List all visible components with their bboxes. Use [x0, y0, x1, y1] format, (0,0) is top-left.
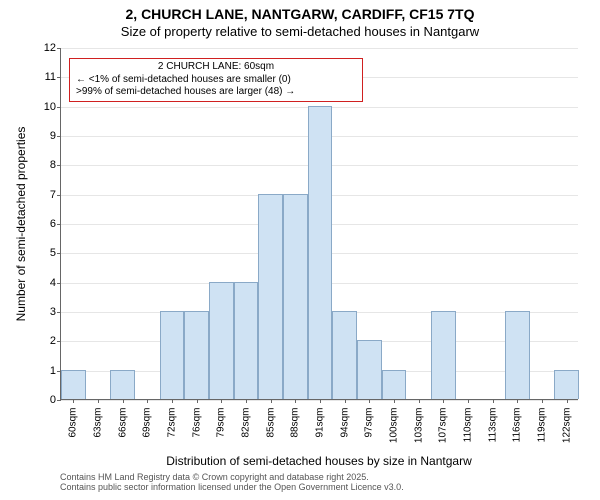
- bar: [110, 370, 135, 399]
- x-tick-label: 63sqm: [93, 408, 104, 458]
- x-tick-label: 69sqm: [142, 408, 153, 458]
- y-axis-label: Number of semi-detached properties: [14, 48, 28, 400]
- y-tick-label: 2: [50, 335, 61, 347]
- y-tick-label: 7: [50, 189, 61, 201]
- x-tick-label: 88sqm: [290, 408, 301, 458]
- x-tick: [172, 399, 173, 403]
- x-tick-label: 103sqm: [413, 408, 424, 458]
- x-tick: [493, 399, 494, 403]
- x-tick: [147, 399, 148, 403]
- bar: [258, 194, 283, 399]
- x-tick: [468, 399, 469, 403]
- y-tick-label: 9: [50, 130, 61, 142]
- bar: [61, 370, 86, 399]
- bar: [554, 370, 579, 399]
- bar: [184, 311, 209, 399]
- x-tick-label: 76sqm: [191, 408, 202, 458]
- bar: [308, 106, 333, 399]
- x-tick: [419, 399, 420, 403]
- x-tick: [295, 399, 296, 403]
- gridline: [61, 48, 578, 49]
- annotation-line-1: 2 CHURCH LANE: 60sqm: [76, 61, 356, 74]
- bar: [505, 311, 530, 399]
- x-tick-label: 113sqm: [487, 408, 498, 458]
- x-tick-label: 100sqm: [389, 408, 400, 458]
- x-tick-label: 94sqm: [339, 408, 350, 458]
- bar: [209, 282, 234, 399]
- y-tick-label: 10: [44, 101, 61, 113]
- y-tick-label: 1: [50, 365, 61, 377]
- bar: [382, 370, 407, 399]
- x-tick-label: 110sqm: [463, 408, 474, 458]
- y-tick-label: 8: [50, 159, 61, 171]
- x-tick: [443, 399, 444, 403]
- x-tick: [221, 399, 222, 403]
- y-tick-label: 12: [44, 42, 61, 54]
- x-tick-label: 66sqm: [117, 408, 128, 458]
- x-tick-label: 116sqm: [512, 408, 523, 458]
- footer-attribution: Contains HM Land Registry data © Crown c…: [60, 472, 404, 493]
- bar: [332, 311, 357, 399]
- y-tick-label: 11: [45, 71, 61, 83]
- annotation-line-2: ← <1% of semi-detached houses are smalle…: [76, 74, 356, 87]
- bar: [234, 282, 259, 399]
- bar: [160, 311, 185, 399]
- plot-area: 012345678910111260sqm63sqm66sqm69sqm72sq…: [60, 48, 578, 400]
- x-tick: [73, 399, 74, 403]
- x-tick-label: 79sqm: [216, 408, 227, 458]
- x-tick-label: 82sqm: [241, 408, 252, 458]
- x-tick: [320, 399, 321, 403]
- x-tick: [98, 399, 99, 403]
- footer-line-1: Contains HM Land Registry data © Crown c…: [60, 472, 404, 482]
- property-annotation-box: 2 CHURCH LANE: 60sqm ← <1% of semi-detac…: [69, 58, 363, 102]
- bar: [357, 340, 382, 399]
- x-tick-label: 91sqm: [315, 408, 326, 458]
- x-tick-label: 119sqm: [537, 408, 548, 458]
- y-tick-label: 3: [50, 306, 61, 318]
- x-tick-label: 72sqm: [167, 408, 178, 458]
- x-tick-label: 85sqm: [265, 408, 276, 458]
- y-tick-label: 5: [50, 247, 61, 259]
- y-tick-label: 4: [50, 277, 61, 289]
- x-tick-label: 60sqm: [68, 408, 79, 458]
- y-tick-label: 6: [50, 218, 61, 230]
- x-tick: [369, 399, 370, 403]
- chart-container: 2, CHURCH LANE, NANTGARW, CARDIFF, CF15 …: [0, 0, 600, 500]
- x-tick: [271, 399, 272, 403]
- x-axis-label: Distribution of semi-detached houses by …: [60, 454, 578, 468]
- x-tick: [567, 399, 568, 403]
- x-tick: [394, 399, 395, 403]
- footer-line-2: Contains public sector information licen…: [60, 482, 404, 492]
- chart-title-line1: 2, CHURCH LANE, NANTGARW, CARDIFF, CF15 …: [0, 6, 600, 22]
- x-tick-label: 107sqm: [438, 408, 449, 458]
- bar: [283, 194, 308, 399]
- x-tick: [197, 399, 198, 403]
- x-tick: [246, 399, 247, 403]
- x-tick: [517, 399, 518, 403]
- x-tick-label: 97sqm: [364, 408, 375, 458]
- x-tick: [345, 399, 346, 403]
- x-tick-label: 122sqm: [561, 408, 572, 458]
- y-tick-label: 0: [50, 394, 61, 406]
- annotation-line-3: >99% of semi-detached houses are larger …: [76, 86, 356, 99]
- bar: [431, 311, 456, 399]
- chart-title-line2: Size of property relative to semi-detach…: [0, 24, 600, 39]
- x-tick: [542, 399, 543, 403]
- x-tick: [123, 399, 124, 403]
